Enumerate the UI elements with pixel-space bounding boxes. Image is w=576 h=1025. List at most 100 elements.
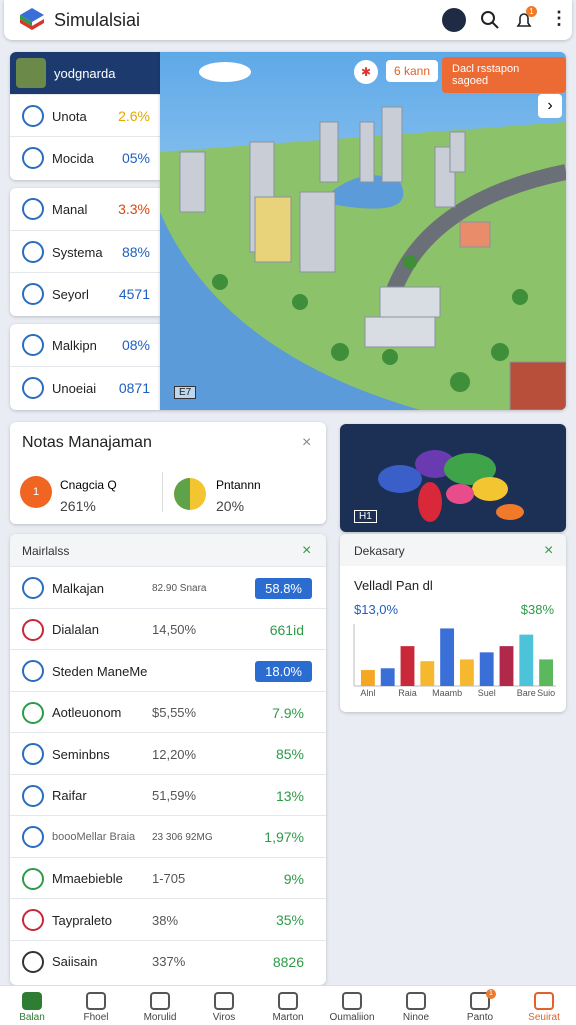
nav-label: Ninoe: [402, 1012, 430, 1023]
stat-row: Systema 88%: [10, 230, 160, 273]
nav-label: Marton: [272, 1012, 304, 1023]
nav-label: Fhoel: [83, 1012, 109, 1023]
nav-item[interactable]: Panto 1: [448, 986, 512, 1025]
stat-card-header: yodgnarda: [10, 52, 160, 94]
bar: [459, 659, 474, 686]
avatar: [16, 58, 46, 88]
bar: [479, 652, 494, 686]
row-icon: [22, 577, 44, 599]
nav-label: Balan: [19, 1012, 45, 1023]
row-label: Raifar: [52, 788, 87, 803]
stat-card: Malkipn 08% Unoeiai 0871: [10, 324, 160, 410]
stat-icon: [22, 283, 44, 305]
note-value: 20%: [216, 498, 245, 514]
note-icon: [174, 478, 206, 510]
stat-icon: [22, 147, 44, 169]
row-value: 7.9%: [272, 704, 304, 721]
note-icon: 1: [20, 476, 52, 508]
stat-label: Unoeiai: [52, 380, 97, 396]
row-icon: [22, 784, 44, 807]
bar: [380, 668, 395, 686]
stat-icon: [22, 198, 44, 220]
row-middle: 337%: [152, 954, 186, 969]
nav-item[interactable]: Oumaliion: [320, 986, 384, 1025]
row-value: 85%: [275, 746, 304, 762]
bar: [360, 670, 375, 686]
row-icon: [22, 618, 44, 641]
pin-icon[interactable]: ✱: [354, 60, 378, 84]
map-corner: E7: [174, 386, 197, 399]
bell-icon[interactable]: [514, 10, 534, 30]
x-tick-label: Raia: [398, 688, 417, 698]
nav-item[interactable]: Seuirat: [512, 986, 576, 1025]
nav-icon: [22, 992, 42, 1010]
stat-value: 4571: [118, 286, 150, 302]
row-label: Steden ManeMe: [52, 663, 148, 679]
stat-row: Seyorl 4571: [10, 272, 160, 315]
stat-row: Unoeiai 0871: [10, 366, 160, 409]
close[interactable]: ×: [302, 434, 312, 451]
stat-row: Mocida 05%: [10, 136, 160, 179]
nav-icon: [86, 992, 106, 1010]
row-value: 13%: [275, 787, 304, 804]
nav-item[interactable]: Fhoel: [64, 986, 128, 1025]
stat-icon: [22, 105, 44, 127]
x-tick-label: Maamb: [432, 688, 462, 698]
row-icon: [22, 909, 44, 931]
nav-item[interactable]: Marton: [256, 986, 320, 1025]
stat-row: Unota 2.6%: [10, 94, 160, 137]
row-middle: 38%: [152, 912, 179, 928]
close[interactable]: ×: [302, 542, 312, 559]
row-label: Aotleuonom: [52, 705, 122, 720]
nav-icon: [150, 992, 170, 1010]
divider: [162, 472, 163, 512]
row-label: Taypraleto: [52, 912, 112, 928]
stat-card-title: yodgnarda: [54, 66, 116, 81]
nav-item[interactable]: Morulid: [128, 986, 192, 1025]
annotation: $13,0%: [354, 602, 399, 617]
list-row: Steden ManeMe 18.0%: [10, 649, 326, 692]
bar-chart: Alnl Raia Maamb Suel Bare Suio: [353, 624, 556, 698]
row-icon: [22, 701, 44, 724]
row-value: 8826: [272, 953, 304, 970]
list-row: Mmaebieble 1-705 9%: [10, 856, 326, 900]
close[interactable]: ×: [544, 542, 554, 559]
stat-label: Unota: [52, 108, 87, 124]
world-map: [378, 450, 524, 522]
nav-item[interactable]: Viros: [192, 986, 256, 1025]
row-label: Saiisain: [52, 954, 98, 969]
row-label: Seminbns: [52, 746, 110, 762]
x-tick-label: Suel: [478, 688, 496, 698]
nav-item[interactable]: Ninoe: [384, 986, 448, 1025]
bar: [499, 646, 514, 686]
list-title: Mairlalss: [22, 544, 70, 558]
next-button[interactable]: ›: [538, 94, 562, 118]
badge: 1: [526, 6, 537, 17]
row-value: 661id: [269, 621, 304, 638]
note-label: Pntannn: [216, 478, 261, 492]
chart-card: Dekasary × Velladl Pan dl $13,0% $38% Al…: [340, 534, 566, 712]
row-value: 18.0%: [255, 660, 312, 682]
menu[interactable]: ⋮: [550, 8, 568, 28]
world-card: H1: [340, 424, 566, 532]
list-row: Malkajan 82.90 Snara 58.8%: [10, 566, 326, 609]
list-row: Taypraleto 38% 35%: [10, 898, 326, 941]
callout: Dacl rsstapon sagoed: [442, 57, 566, 93]
stat-icon: [22, 377, 44, 399]
row-middle: 82.90 Snara: [152, 582, 207, 594]
search-icon[interactable]: [480, 10, 500, 30]
row-middle: 14,50%: [152, 622, 197, 637]
nav-icon: [534, 992, 554, 1010]
stat-row: Manal 3.3%: [10, 188, 160, 230]
stat-value: 08%: [121, 337, 150, 353]
nav-icon: [470, 992, 490, 1010]
nav-item[interactable]: Balan: [0, 986, 64, 1025]
stat-value: 88%: [121, 244, 150, 260]
row-icon: [22, 950, 44, 973]
list-card: Mairlalss × Malkajan 82.90 Snara 58.8% Dial…: [10, 534, 326, 985]
row-value: 35%: [275, 912, 304, 928]
avatar[interactable]: [442, 8, 466, 32]
list-row: Raifar 51,59% 13%: [10, 773, 326, 817]
row-icon: [22, 867, 44, 890]
